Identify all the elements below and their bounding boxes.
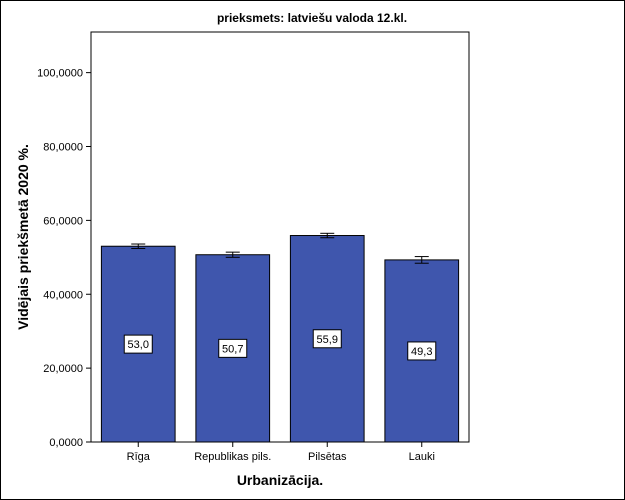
y-tick-label: 80,0000 [43, 142, 83, 154]
data-label-box [312, 329, 342, 349]
y-axis: 0,0000 20,0000 40,0000 60,0000 80,0000 100,00… [37, 68, 91, 449]
y-tick-label: 100,0000 [37, 68, 83, 80]
x-axis: Rīga Republikas pils. Pilsētas Lauki [127, 442, 435, 463]
data-label-box [407, 341, 437, 361]
x-tick-label: Lauki [409, 451, 435, 463]
x-axis-title: Urbanizācija. [237, 472, 323, 488]
chart-title: prieksmets: latviešu valoda 12.kl. [217, 11, 407, 25]
data-label: 53,0 [128, 339, 149, 351]
x-tick-label: Rīga [127, 451, 151, 463]
bars: 53,0 50,7 55,9 49,3 [100, 232, 460, 443]
data-label-box [218, 338, 248, 358]
x-tick-label: Republikas pils. [194, 451, 271, 463]
y-tick-label: 20,0000 [43, 363, 83, 375]
y-tick-label: 40,0000 [43, 289, 83, 301]
data-label-box [123, 334, 153, 354]
y-tick-label: 60,0000 [43, 215, 83, 227]
y-tick-label: 0,0000 [49, 437, 83, 449]
x-tick-label: Pilsētas [308, 451, 347, 463]
y-axis-title: Vidējais priekšmetā 2020 %. [15, 144, 31, 330]
data-label: 55,9 [317, 334, 338, 346]
data-label: 50,7 [222, 343, 243, 355]
data-label: 49,3 [411, 346, 432, 358]
